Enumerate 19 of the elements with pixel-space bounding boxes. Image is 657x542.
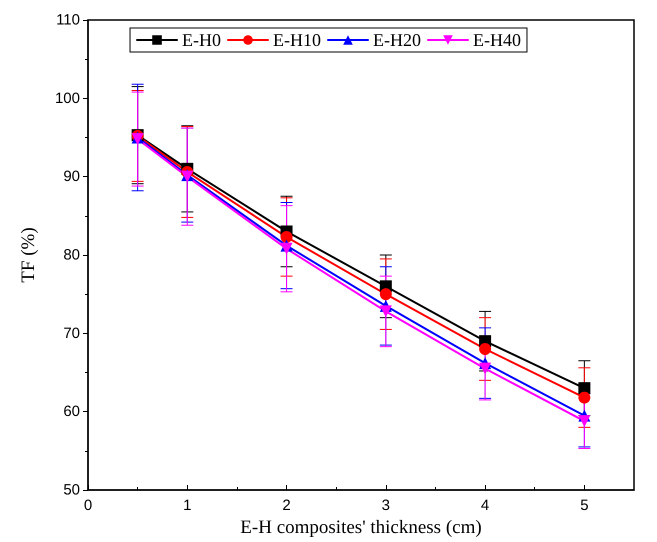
legend-label: E-H0 (182, 30, 222, 50)
x-axis-title: E-H composites' thickness (cm) (240, 517, 482, 538)
x-tick-label: 5 (580, 497, 589, 514)
legend-label: E-H40 (472, 30, 521, 50)
x-tick-label: 3 (382, 497, 390, 514)
y-tick-label: 70 (63, 324, 80, 342)
y-tick-label: 60 (63, 403, 80, 420)
y-axis-title: TF (%) (18, 227, 39, 283)
y-tick-label: 50 (63, 482, 80, 498)
legend-label: E-H20 (373, 30, 421, 50)
x-tick-label: 2 (282, 497, 291, 514)
x-tick-label: 0 (84, 497, 92, 514)
y-tick-label: 90 (63, 168, 80, 186)
y-tick-label: 100 (54, 90, 80, 107)
x-tick-label: 4 (480, 497, 490, 514)
legend-label: E-H10 (273, 30, 322, 50)
y-tick-label: 80 (63, 246, 80, 264)
x-tick-label: 1 (183, 497, 192, 514)
y-tick-label: 110 (56, 12, 80, 28)
